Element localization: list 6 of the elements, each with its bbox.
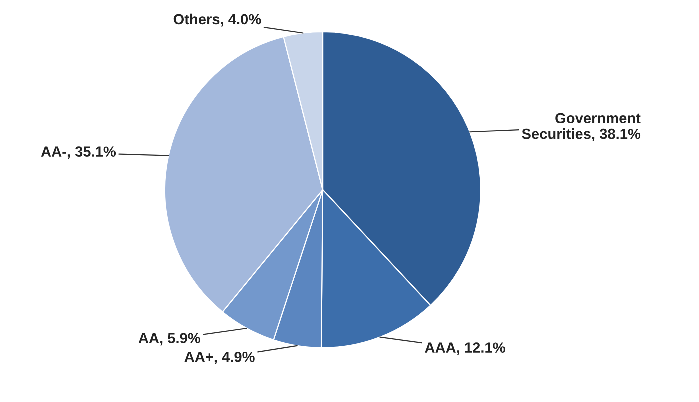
slice-label: AA-, 35.1% bbox=[41, 146, 116, 160]
slice-label: Others, 4.0% bbox=[174, 14, 262, 27]
slice-label: AAA, 12.1% bbox=[425, 342, 506, 356]
slice-label: AA+, 4.9% bbox=[184, 352, 255, 364]
slice-label: Government Securities, 38.1% bbox=[522, 113, 641, 142]
slice-label: AA, 5.9% bbox=[138, 333, 200, 346]
